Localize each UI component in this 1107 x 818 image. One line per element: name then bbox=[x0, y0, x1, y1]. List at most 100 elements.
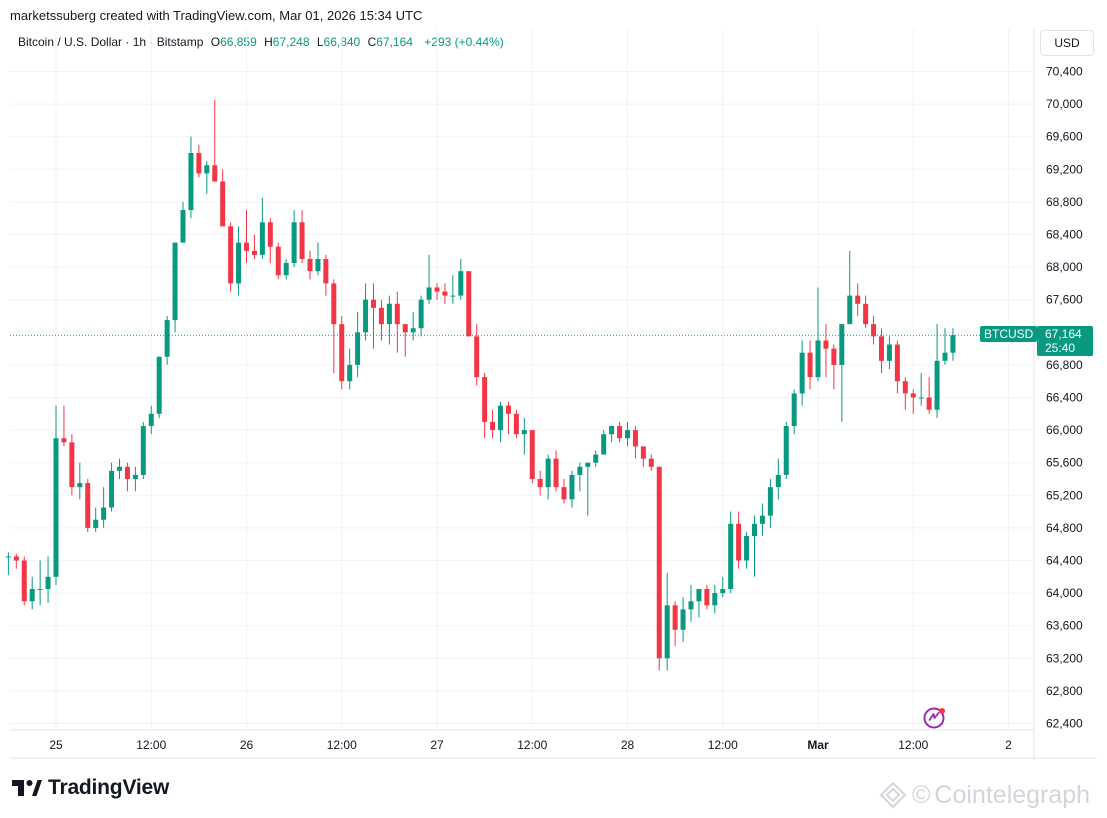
candle-body bbox=[863, 303, 869, 325]
y-tick-label: 63,600 bbox=[1046, 619, 1083, 633]
candle-body bbox=[839, 324, 845, 365]
candle-body bbox=[926, 397, 932, 410]
candle-body bbox=[482, 377, 488, 422]
candle-body bbox=[283, 263, 289, 276]
symbol-description[interactable]: Bitcoin / U.S. Dollar · 1h · Bitstamp bbox=[18, 35, 204, 49]
candle-body bbox=[418, 299, 424, 329]
high-label: H bbox=[264, 35, 273, 49]
candle-body bbox=[807, 352, 813, 378]
candle-body bbox=[910, 393, 916, 398]
candle-body bbox=[172, 242, 178, 321]
y-tick-label: 66,400 bbox=[1046, 391, 1083, 405]
close-label: C bbox=[367, 35, 377, 49]
candle-body bbox=[371, 299, 376, 308]
candle-body bbox=[204, 165, 210, 174]
x-tick-label: 2 bbox=[1005, 738, 1012, 752]
candle-body bbox=[847, 295, 853, 325]
x-tick-label: 12:00 bbox=[327, 738, 357, 752]
candle-body bbox=[132, 474, 138, 479]
candle-body bbox=[593, 454, 599, 463]
candle-body bbox=[942, 352, 948, 361]
candle-body bbox=[871, 324, 877, 337]
y-tick-label: 66,000 bbox=[1046, 423, 1083, 437]
x-tick-label: 28 bbox=[621, 738, 635, 752]
candle-body bbox=[799, 352, 805, 394]
candle-body bbox=[823, 340, 829, 349]
x-tick-label: 12:00 bbox=[898, 738, 928, 752]
candle-body bbox=[220, 181, 226, 227]
candle-body bbox=[386, 303, 392, 325]
candle-body bbox=[275, 246, 281, 276]
candle-body bbox=[291, 222, 297, 264]
candle-body bbox=[918, 397, 924, 399]
candle-body bbox=[934, 360, 940, 410]
candle-body bbox=[140, 426, 146, 475]
candle-body bbox=[458, 271, 464, 296]
candles bbox=[5, 100, 956, 671]
y-tick-label: 68,000 bbox=[1046, 260, 1083, 274]
x-tick-label: 25 bbox=[49, 738, 63, 752]
candle-body bbox=[402, 324, 408, 333]
candle-body bbox=[77, 483, 83, 488]
watermark-copyright: © bbox=[912, 780, 931, 809]
y-tick-label: 68,800 bbox=[1046, 195, 1083, 209]
candle-body bbox=[545, 458, 551, 488]
x-tick-label: 26 bbox=[240, 738, 254, 752]
candle-body bbox=[513, 413, 519, 435]
candle-body bbox=[791, 393, 797, 427]
y-tick-label: 69,200 bbox=[1046, 162, 1083, 176]
candle-body bbox=[434, 287, 440, 292]
attribution-text: marketssuberg created with TradingView.c… bbox=[10, 8, 423, 23]
candle-body bbox=[45, 576, 51, 590]
candle-body bbox=[426, 287, 432, 300]
candle-body bbox=[585, 462, 591, 467]
chart-grid bbox=[10, 28, 1097, 760]
candle-body bbox=[656, 466, 662, 659]
candle-body bbox=[180, 210, 186, 243]
candle-body bbox=[466, 271, 472, 337]
candle-body bbox=[21, 560, 27, 602]
candle-body bbox=[950, 335, 956, 353]
candle-body bbox=[728, 523, 734, 590]
candle-body bbox=[648, 458, 654, 467]
y-tick-label: 66,800 bbox=[1046, 358, 1083, 372]
y-tick-label: 64,400 bbox=[1046, 554, 1083, 568]
time-axis: 25 12:00 26 12:00 27 12:00 28 12:00 Mar 12:00 2 bbox=[49, 738, 1012, 752]
candle-body bbox=[752, 523, 757, 537]
cointelegraph-logo-icon bbox=[879, 781, 907, 809]
candle-body bbox=[148, 413, 154, 427]
tradingview-logo-text: TradingView bbox=[48, 776, 170, 799]
candle-body bbox=[498, 405, 503, 431]
candle-body bbox=[505, 405, 511, 414]
y-tick-label: 64,000 bbox=[1046, 586, 1083, 600]
candle-body bbox=[688, 601, 694, 610]
candle-body bbox=[450, 295, 456, 297]
candle-body bbox=[704, 589, 710, 606]
candle-body bbox=[672, 605, 678, 630]
candle-body bbox=[632, 430, 638, 447]
candle-body bbox=[315, 258, 321, 272]
candle-body bbox=[640, 446, 646, 459]
y-tick-label: 65,600 bbox=[1046, 456, 1083, 470]
tradingview-logo-icon bbox=[12, 780, 42, 796]
candle-body bbox=[228, 226, 234, 284]
currency-button[interactable]: USD bbox=[1040, 30, 1094, 56]
candle-body bbox=[736, 523, 742, 561]
candle-body bbox=[37, 589, 43, 591]
candle-body bbox=[609, 426, 615, 435]
tradingview-logo[interactable]: TradingView bbox=[12, 776, 169, 800]
candle-body bbox=[744, 536, 750, 561]
candle-body bbox=[212, 165, 218, 182]
candle-body bbox=[569, 474, 575, 500]
x-tick-label: 27 bbox=[430, 738, 444, 752]
candle-body bbox=[85, 483, 91, 528]
candle-body bbox=[101, 507, 107, 520]
candle-body bbox=[521, 430, 527, 435]
candle-body bbox=[617, 426, 623, 439]
y-tick-label: 67,600 bbox=[1046, 293, 1083, 307]
candle-body bbox=[680, 609, 686, 630]
candle-body bbox=[767, 487, 773, 516]
candle-body bbox=[815, 340, 821, 378]
candle-body bbox=[577, 466, 583, 475]
